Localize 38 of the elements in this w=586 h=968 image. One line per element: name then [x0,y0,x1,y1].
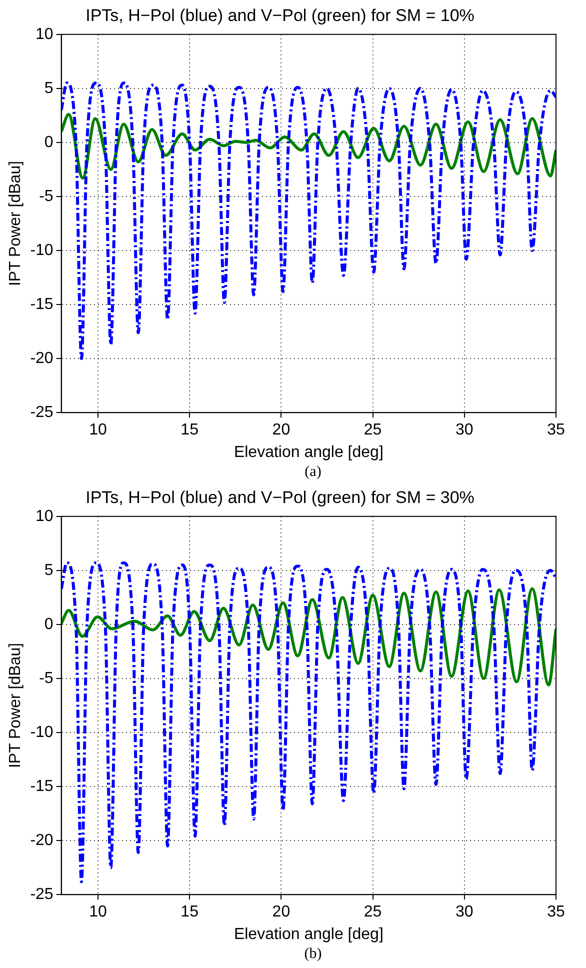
chart-title: IPTs, H−Pol (blue) and V−Pol (green) for SM = 30% [86,488,474,507]
x-axis-title: Elevation angle [deg] [234,926,384,943]
y-axis-title: IPT Power [dBau] [7,160,24,286]
x-tick-label: 20 [272,422,290,439]
y-tick-label: 0 [44,134,54,151]
y-tick-label: -25 [30,886,54,904]
text: (b) [303,945,323,964]
line-series [61,561,556,884]
y-tick-label: -10 [30,242,54,259]
y-tick-label: -5 [39,670,54,687]
y-tick-label: -15 [30,296,54,313]
y-tick-label: -20 [30,832,54,849]
x-tick-label: 30 [455,422,474,439]
y-tick-label: 10 [36,26,54,43]
x-tick-label: 10 [89,904,107,921]
chart-title: IPTs, H−Pol (blue) and V−Pol (green) for SM = 10% [86,6,474,25]
text: (a) [304,463,322,482]
x-tick-label: 25 [364,422,382,439]
x-tick-label: 35 [547,422,565,439]
line-series [61,82,556,360]
y-tick-label: -10 [30,724,54,741]
x-tick-label: 25 [364,904,382,921]
y-tick-label: 5 [44,80,54,97]
x-tick-label: 30 [455,904,474,921]
x-tick-label: 20 [272,904,290,921]
x-tick-label: 15 [180,422,199,439]
y-tick-label: -15 [30,778,54,795]
y-tick-label: -25 [30,404,54,422]
y-tick-label: -5 [39,188,54,205]
y-tick-label: 5 [44,562,54,579]
x-tick-label: 35 [547,904,565,921]
x-tick-label: 15 [180,904,199,921]
y-tick-label: 0 [44,616,54,633]
x-tick-label: 10 [89,422,107,439]
y-tick-label: -20 [30,350,54,367]
y-axis-title: IPT Power [dBau] [7,642,24,768]
y-tick-label: 10 [36,508,54,525]
x-axis-title: Elevation angle [deg] [234,444,384,461]
